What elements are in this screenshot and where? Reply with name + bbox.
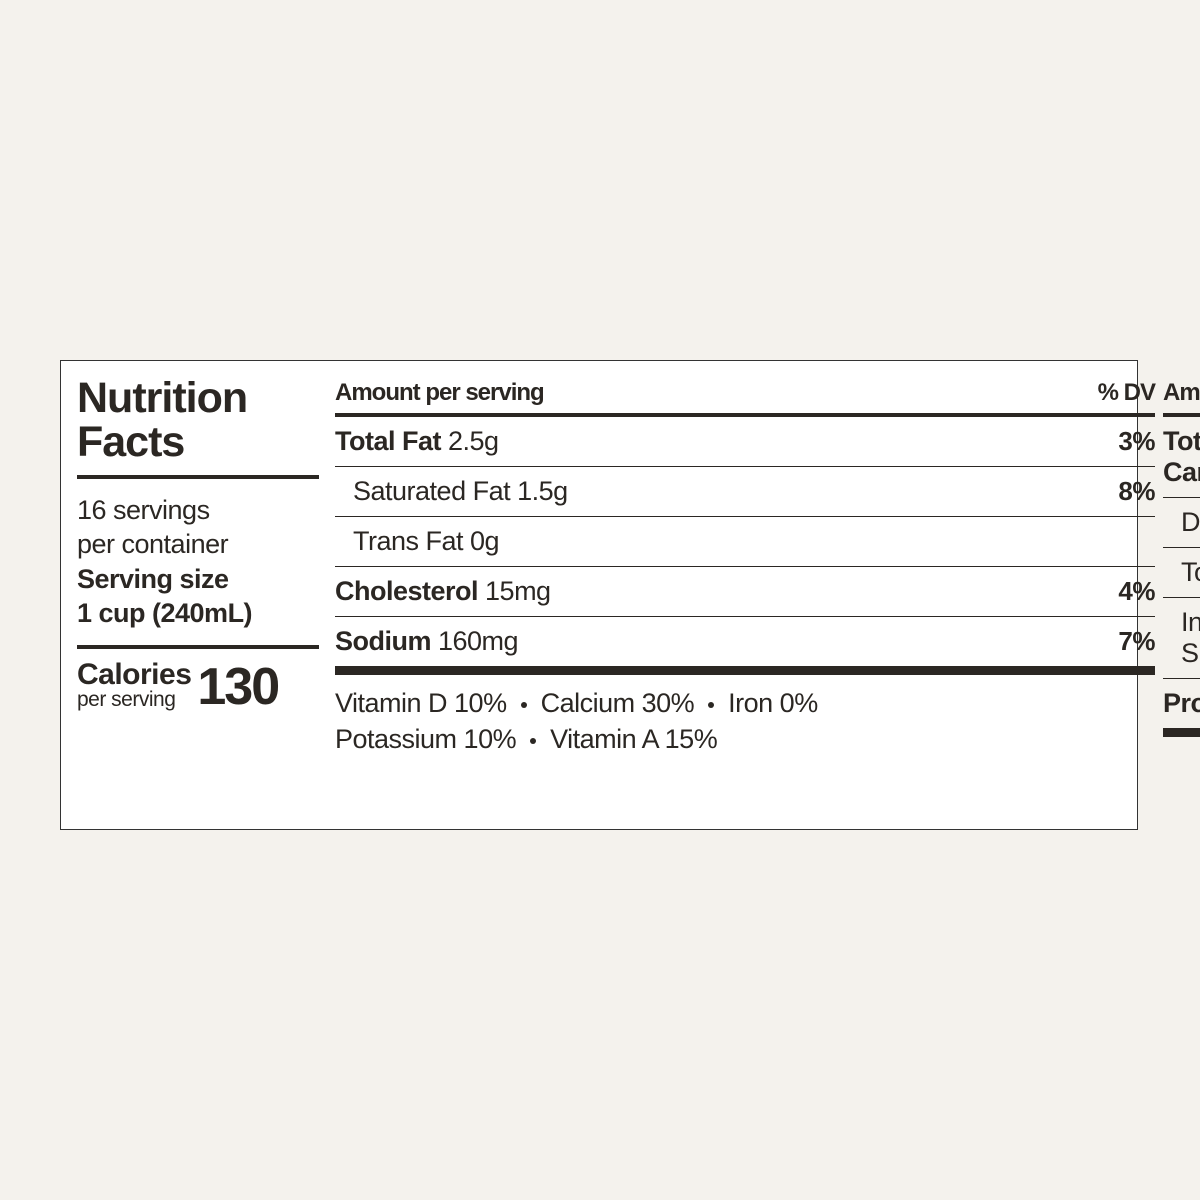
nutrient-row: Total Sugars 15g [1163,548,1200,598]
data-columns: Amount per serving % DV Total Fat 2.5g3%… [319,371,1200,819]
nutrient-dv: 3% [1118,426,1155,457]
nutrient-name: Trans Fat 0g [335,526,1155,557]
nutrient-label: Total Carbohydrate [1163,426,1200,487]
nutrient-label: Dietary Fiber [1181,507,1200,537]
title-line2: Facts [77,418,184,466]
heavy-rule-2 [1163,729,1200,737]
nutrient-name: Incl 0g Added Sugars [1163,607,1200,669]
title: Nutrition Facts [77,371,319,479]
servings-block: 16 servings per container Serving size 1… [77,479,319,649]
nutrient-name: Total Sugars 15g [1163,557,1200,588]
nutrient-row: Saturated Fat 1.5g8% [335,467,1155,517]
nutrient-amount: 2.5g [448,426,499,456]
calories-label-block: Calories per serving [77,661,191,711]
calories-label: Calories [77,658,191,691]
header-amount-1: Amount per serving [335,379,544,407]
nutrient-name: Protein 10g [1163,688,1200,719]
nutrient-row: Sodium 160mg7% [335,617,1155,667]
nutrient-row: Protein 10g [1163,679,1200,729]
nutrient-name: Dietary Fiber 0g [1163,507,1200,538]
nutrient-label: Protein [1163,688,1200,718]
nutrient-amount: 1.5g [517,476,568,506]
servings-line1: 16 servings [77,495,210,525]
title-line1: Nutrition [77,374,247,422]
left-column: Nutrition Facts 16 servings per containe… [77,371,319,819]
content: Nutrition Facts 16 servings per containe… [77,371,1121,819]
nutrient-label: Saturated Fat [353,476,517,506]
column-header-1: Amount per serving % DV [335,371,1155,417]
nutrient-dv: 8% [1118,476,1155,507]
calories-value: 130 [197,664,278,711]
nutrient-name: Sodium 160mg [335,626,1118,657]
nutrient-amount: 160mg [438,626,518,656]
serving-size-label: Serving size [77,564,229,594]
calories-block: Calories per serving 130 [77,649,319,711]
nutrient-row: Incl 0g Added Sugars 0% [1163,598,1200,679]
nutrient-name: Total Fat 2.5g [335,426,1118,457]
nutrient-label: Incl 0g Added Sugars [1181,607,1200,668]
nutrient-name: Cholesterol 15mg [335,576,1118,607]
nutrient-row: Trans Fat 0g [335,517,1155,567]
header-amount-2: Amount per serving [1163,379,1200,407]
nutrient-row: Cholesterol 15mg4% [335,567,1155,617]
nutrient-column-1: Amount per serving % DV Total Fat 2.5g3%… [331,371,1159,819]
nutrient-label: Sodium [335,626,438,656]
nutrient-dv: 7% [1118,626,1155,657]
nutrient-row: Total Fat 2.5g3% [335,417,1155,467]
nutrient-name: Total Carbohydrate 16g [1163,426,1200,488]
nutrient-name: Saturated Fat 1.5g [335,476,1118,507]
nutrition-facts-panel: Nutrition Facts 16 servings per containe… [60,360,1138,830]
nutrient-row: Dietary Fiber 0g0% [1163,498,1200,548]
nutrient-label: Cholesterol [335,576,485,606]
nutrient-label: Trans Fat [353,526,470,556]
serving-size-value: 1 cup (240mL) [77,598,252,628]
col1-rows: Total Fat 2.5g3%Saturated Fat 1.5g8%Tran… [335,417,1155,667]
heavy-rule-1 [335,667,1155,675]
servings-line2: per container [77,529,228,559]
calories-sub: per serving [77,688,191,711]
page: Nutrition Facts 16 servings per containe… [0,0,1200,1200]
nutrient-dv: 4% [1118,576,1155,607]
nutrient-label: Total Sugars [1181,557,1200,587]
nutrient-label: Total Fat [335,426,448,456]
column-header-2: Amount per serving % DV [1163,371,1200,417]
header-dv-1: % DV [1098,379,1155,407]
nutrient-amount: 15mg [485,576,551,606]
vitamins-line1: Vitamin D 10%Calcium 30%Iron 0%Potassium… [335,675,1155,758]
nutrient-column-2: Amount per serving % DV Total Carbohydra… [1159,371,1200,819]
nutrient-amount: 0g [470,526,499,556]
col2-rows: Total Carbohydrate 16g6%Dietary Fiber 0g… [1163,417,1200,729]
nutrient-row: Total Carbohydrate 16g6% [1163,417,1200,498]
